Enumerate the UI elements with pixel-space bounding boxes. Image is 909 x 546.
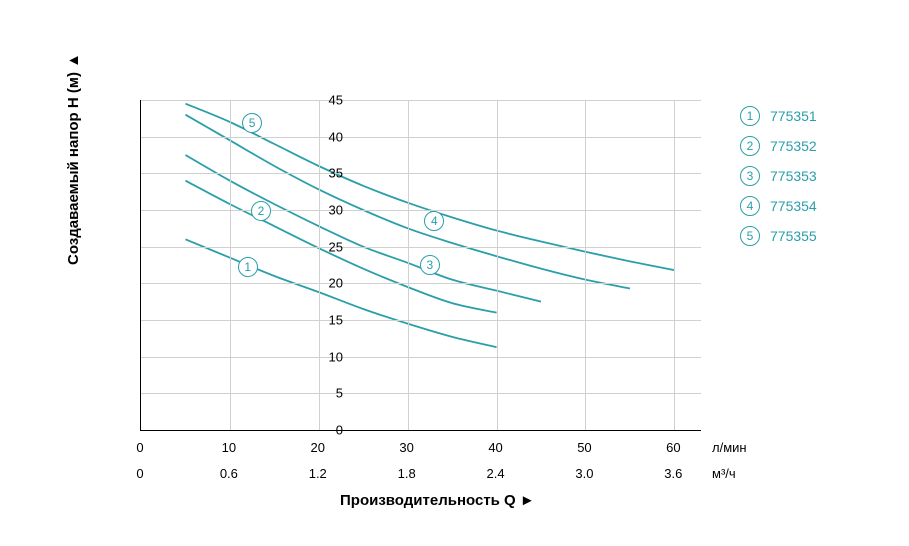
x-unit-top: л/мин: [712, 440, 747, 455]
curve-badge-4: 4: [424, 211, 444, 231]
x-tick-lpm: 50: [564, 440, 604, 455]
legend-badge: 2: [740, 136, 760, 156]
x-tick-m3h: 0: [120, 466, 160, 481]
curve-badge-2: 2: [251, 201, 271, 221]
y-tick: 10: [303, 349, 343, 364]
legend-item: 4 775354: [740, 196, 817, 216]
x-unit-bottom: м³/ч: [712, 466, 736, 481]
y-tick: 15: [303, 313, 343, 328]
legend-label: 775354: [770, 198, 817, 214]
curve-1: [185, 239, 496, 347]
y-tick: 30: [303, 203, 343, 218]
curve-badge-5: 5: [242, 113, 262, 133]
chart: 1 2 3 4 5: [140, 100, 700, 430]
x-tick-lpm: 30: [387, 440, 427, 455]
x-tick-lpm: 0: [120, 440, 160, 455]
y-tick: 40: [303, 129, 343, 144]
y-tick: 45: [303, 93, 343, 108]
y-axis-label: Создаваемый напор H (м) ▲: [65, 53, 82, 265]
plot-area: 1 2 3 4 5: [140, 100, 701, 431]
x-tick-m3h: 3.0: [564, 466, 604, 481]
legend-label: 775352: [770, 138, 817, 154]
legend-item: 1 775351: [740, 106, 817, 126]
legend-badge: 5: [740, 226, 760, 246]
legend-badge: 3: [740, 166, 760, 186]
x-tick-m3h: 0.6: [209, 466, 249, 481]
curve-badge-3: 3: [420, 255, 440, 275]
legend-badge: 4: [740, 196, 760, 216]
y-tick: 0: [303, 423, 343, 438]
x-tick-m3h: 1.8: [387, 466, 427, 481]
x-tick-lpm: 20: [298, 440, 338, 455]
x-tick-m3h: 2.4: [476, 466, 516, 481]
y-tick: 5: [303, 386, 343, 401]
legend-item: 2 775352: [740, 136, 817, 156]
x-tick-m3h: 1.2: [298, 466, 338, 481]
x-tick-lpm: 10: [209, 440, 249, 455]
legend-label: 775351: [770, 108, 817, 124]
legend-item: 5 775355: [740, 226, 817, 246]
curve-badge-1: 1: [238, 257, 258, 277]
x-tick-lpm: 60: [653, 440, 693, 455]
y-tick: 25: [303, 239, 343, 254]
legend-badge: 1: [740, 106, 760, 126]
x-tick-m3h: 3.6: [653, 466, 693, 481]
x-tick-lpm: 40: [476, 440, 516, 455]
y-tick: 20: [303, 276, 343, 291]
legend: 1 775351 2 775352 3 775353 4 775354 5 775355: [740, 106, 817, 256]
legend-item: 3 775353: [740, 166, 817, 186]
y-tick: 35: [303, 166, 343, 181]
x-axis-label: Производительность Q ►: [340, 492, 535, 509]
legend-label: 775355: [770, 228, 817, 244]
legend-label: 775353: [770, 168, 817, 184]
